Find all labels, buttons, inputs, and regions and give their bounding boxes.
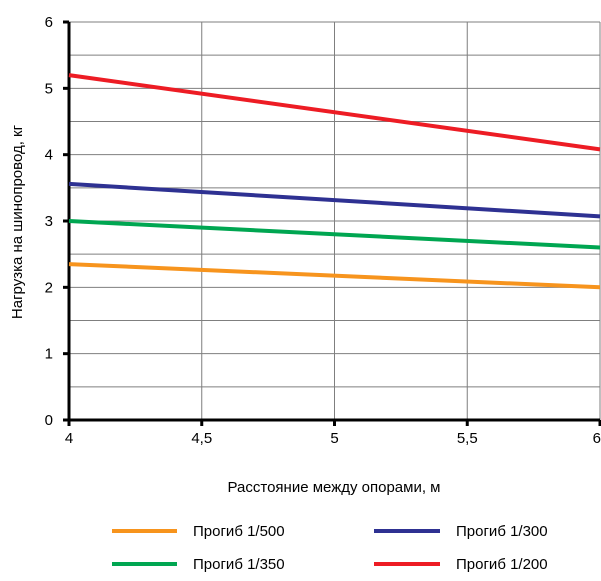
series-line [68, 219, 601, 250]
x-tick-label: 6 [593, 430, 601, 447]
legend-label: Прогиб 1/200 [456, 556, 548, 573]
y-tick-label: 4 [45, 147, 53, 164]
y-tick-label: 6 [45, 14, 53, 31]
y-axis-title: Нагрузка на шинопровод, кг [9, 124, 26, 319]
legend: Прогиб 1/500 Прогиб 1/300 Прогиб 1/350 Прог… [112, 523, 548, 573]
x-tick-label: 4 [65, 430, 73, 447]
y-tick-label: 2 [45, 279, 53, 296]
series-line [68, 181, 601, 219]
y-tick-label: 3 [45, 213, 53, 230]
tick-labels: 0 1 2 3 4 5 6 4 4,5 5 5,5 6 [45, 14, 601, 447]
x-axis-title: Расстояние между опорами, м [228, 479, 441, 496]
series-line [68, 73, 601, 152]
series-lines [68, 73, 601, 290]
x-tick-label: 5,5 [457, 430, 478, 447]
series-line [68, 262, 601, 290]
legend-label: Прогиб 1/300 [456, 523, 548, 540]
y-tick-label: 0 [45, 412, 53, 429]
y-tick-label: 5 [45, 80, 53, 97]
legend-label: Прогиб 1/350 [193, 556, 285, 573]
y-tick-label: 1 [45, 346, 53, 363]
legend-label: Прогиб 1/500 [193, 523, 285, 540]
x-tick-label: 4,5 [191, 430, 212, 447]
x-tick-label: 5 [330, 430, 338, 447]
grid [69, 21, 601, 420]
